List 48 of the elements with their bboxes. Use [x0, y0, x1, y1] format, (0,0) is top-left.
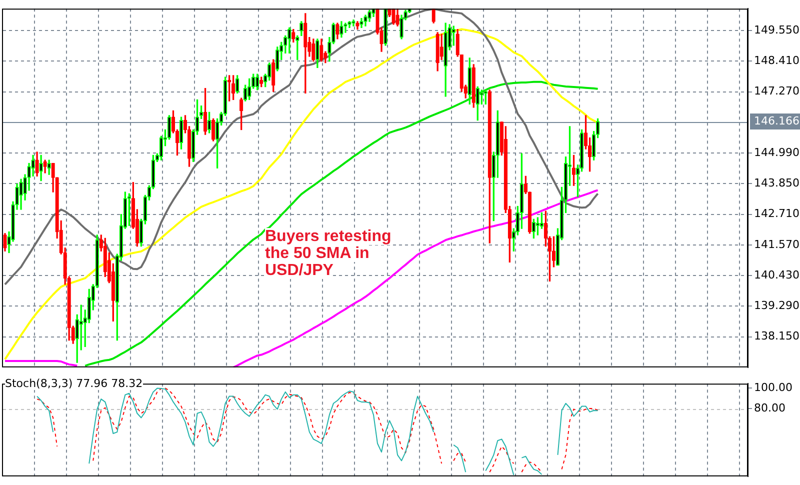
- candlestick: [320, 38, 324, 62]
- candlestick: [452, 26, 456, 46]
- candlestick: [231, 75, 236, 100]
- candlestick: [488, 90, 492, 244]
- candlestick: [43, 160, 47, 174]
- candlestick: [268, 62, 272, 81]
- candlestick: [432, 8, 436, 24]
- y-tick-label: 143.850: [754, 176, 800, 190]
- y-tick-label: 149.550: [754, 23, 800, 36]
- candlestick: [336, 22, 340, 40]
- candlestick: [296, 35, 300, 60]
- candlestick: [476, 86, 480, 121]
- y-tick-label: 100.00: [754, 380, 792, 394]
- y-tick-label: 140.430: [754, 268, 800, 282]
- candlestick: [396, 8, 400, 26]
- candlestick: [316, 38, 320, 68]
- candlestick: [480, 90, 484, 105]
- candlestick: [472, 64, 476, 108]
- candlestick: [3, 233, 7, 252]
- y-tick-label: 148.410: [754, 54, 800, 68]
- candlestick: [235, 75, 240, 94]
- candlestick: [272, 59, 276, 92]
- candlestick: [352, 20, 356, 26]
- candlestick: [47, 160, 51, 175]
- candlestick: [292, 28, 296, 42]
- candlestick: [288, 27, 292, 54]
- candlestick: [260, 76, 264, 88]
- candlestick: [340, 21, 344, 38]
- candlestick: [79, 304, 83, 350]
- candlestick: [179, 116, 184, 150]
- annotation: Buyers retesting the 50 SMA in USD/JPY: [265, 228, 392, 279]
- candlestick: [360, 18, 364, 28]
- y-tick-label: 138.150: [754, 330, 800, 343]
- candlestick: [312, 38, 316, 62]
- y-tick-label: 142.710: [754, 207, 800, 220]
- y-tick-label: 147.270: [754, 84, 800, 98]
- candlestick: [248, 78, 252, 100]
- ref-line-label: 146.166: [754, 114, 800, 128]
- y-tick-label: 80.00: [754, 401, 786, 414]
- candlestick: [39, 154, 43, 182]
- candlestick: [356, 21, 360, 30]
- y-tick-label: 144.990: [754, 146, 800, 159]
- y-tick-label: 141.570: [754, 238, 800, 251]
- y-tick-label: 139.290: [754, 299, 800, 312]
- candlestick: [444, 22, 448, 97]
- annotation: Stoch(8,3,3) 77.96 78.32: [5, 377, 143, 390]
- candlestick: [392, 8, 396, 25]
- candlestick: [35, 152, 39, 177]
